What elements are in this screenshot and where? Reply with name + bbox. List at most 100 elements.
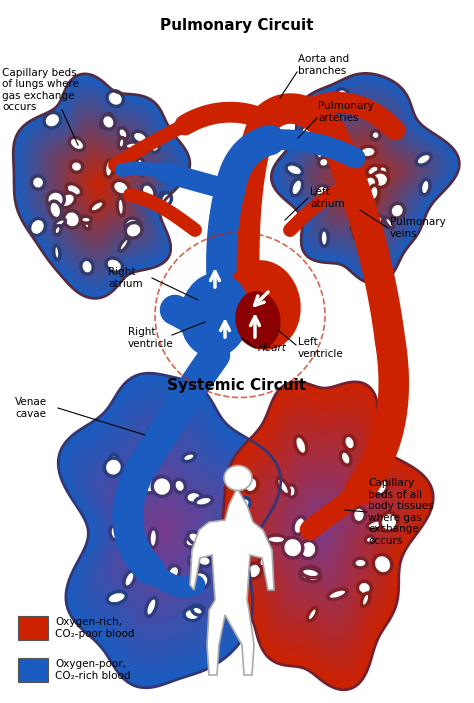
Ellipse shape [336,101,346,113]
Ellipse shape [215,567,230,586]
Polygon shape [350,162,375,190]
Ellipse shape [240,498,250,508]
Ellipse shape [132,131,147,143]
Polygon shape [90,420,246,640]
Polygon shape [190,488,274,675]
Polygon shape [83,410,254,651]
Text: Right
atrium: Right atrium [108,267,143,289]
Polygon shape [273,461,373,605]
Ellipse shape [104,458,122,477]
Polygon shape [126,472,208,588]
Polygon shape [137,488,196,572]
Ellipse shape [319,157,329,167]
Ellipse shape [54,219,65,227]
Polygon shape [55,129,144,242]
Text: Pulmonary Circuit: Pulmonary Circuit [160,18,314,33]
Ellipse shape [380,512,398,531]
Polygon shape [310,117,417,237]
Ellipse shape [83,219,90,229]
Ellipse shape [372,172,389,188]
Text: Systemic Circuit: Systemic Circuit [167,378,307,393]
Ellipse shape [234,533,253,543]
Polygon shape [97,431,238,630]
Ellipse shape [70,161,82,172]
Ellipse shape [374,166,388,182]
Polygon shape [276,466,369,599]
Polygon shape [22,85,181,287]
Polygon shape [133,483,200,577]
Polygon shape [19,82,184,291]
Ellipse shape [371,131,380,140]
Polygon shape [69,389,269,672]
Polygon shape [283,87,447,269]
Polygon shape [36,103,165,268]
Ellipse shape [154,476,165,489]
Polygon shape [303,505,339,557]
Polygon shape [229,396,422,673]
Ellipse shape [277,478,290,495]
Text: Heart: Heart [258,343,287,353]
Text: Capillary
beds of all
body tissues
where gas
exchange
occurs: Capillary beds of all body tissues where… [368,478,434,546]
Ellipse shape [416,153,431,165]
Ellipse shape [363,217,374,225]
Ellipse shape [90,201,104,212]
Ellipse shape [234,510,247,518]
Text: Pulmonary
arteries: Pulmonary arteries [318,101,374,123]
Ellipse shape [307,607,317,621]
Ellipse shape [363,190,379,207]
Polygon shape [16,77,187,295]
Ellipse shape [186,491,201,503]
Ellipse shape [112,158,124,172]
Polygon shape [65,384,273,677]
Polygon shape [45,115,156,257]
Polygon shape [155,515,177,546]
Ellipse shape [107,591,127,604]
Ellipse shape [340,451,351,465]
Polygon shape [58,373,281,688]
Polygon shape [30,96,172,276]
Ellipse shape [344,435,356,450]
Polygon shape [42,111,159,261]
Polygon shape [101,436,235,625]
Ellipse shape [374,477,388,495]
Ellipse shape [59,193,75,207]
Polygon shape [300,501,343,562]
Polygon shape [239,411,410,658]
Text: Capillary beds
of lungs where
gas exchange
occurs: Capillary beds of lungs where gas exchan… [2,67,79,112]
Ellipse shape [284,538,295,550]
Polygon shape [236,406,414,663]
Polygon shape [122,467,211,593]
Ellipse shape [44,112,61,128]
Polygon shape [323,131,404,222]
Polygon shape [317,124,410,229]
Polygon shape [47,118,153,253]
Polygon shape [286,481,358,583]
Ellipse shape [195,496,212,506]
Ellipse shape [219,532,230,546]
Polygon shape [39,108,162,264]
Ellipse shape [101,115,115,129]
Ellipse shape [112,181,129,195]
Ellipse shape [167,582,178,593]
Ellipse shape [118,128,128,139]
Polygon shape [25,89,178,283]
Ellipse shape [146,598,157,617]
Polygon shape [67,144,132,226]
Polygon shape [308,114,420,240]
Ellipse shape [125,218,141,233]
Ellipse shape [300,541,317,559]
Text: Aorta and
branches: Aorta and branches [298,54,349,76]
Polygon shape [256,436,392,631]
Ellipse shape [125,142,140,150]
Ellipse shape [300,211,310,220]
Ellipse shape [174,479,185,493]
Ellipse shape [307,573,321,582]
Ellipse shape [354,558,367,568]
Ellipse shape [64,211,81,228]
Ellipse shape [149,529,157,548]
Polygon shape [313,520,328,541]
Polygon shape [222,387,429,685]
Ellipse shape [107,91,123,106]
Polygon shape [87,415,250,645]
Ellipse shape [161,193,172,206]
